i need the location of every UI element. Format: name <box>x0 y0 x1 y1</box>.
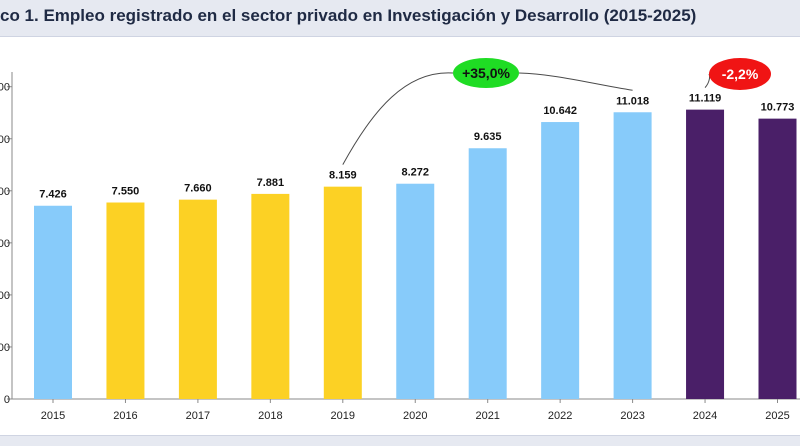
bar-2023 <box>613 112 652 399</box>
bar-2018 <box>251 193 290 399</box>
annotation-connector-right <box>518 72 633 91</box>
y-tick-label: 000 <box>0 186 10 198</box>
x-tick-label-2021: 2021 <box>475 410 499 422</box>
bottom-band <box>0 435 800 446</box>
annotation-connector-left <box>342 72 454 165</box>
data-label-2021: 9.635 <box>474 131 502 143</box>
annotation-connector-decrease <box>704 73 711 88</box>
x-tick-label-2018: 2018 <box>258 410 282 422</box>
x-tick-label-2020: 2020 <box>403 410 427 422</box>
y-tick-label: 000 <box>0 82 10 94</box>
data-label-2024: 11.119 <box>689 93 721 105</box>
chart-title: co 1. Empleo registrado en el sector pri… <box>0 6 697 25</box>
x-tick-label-2019: 2019 <box>331 410 355 422</box>
bar-2022 <box>541 122 580 400</box>
annotation-text-increase: +35,0% <box>462 65 510 81</box>
data-label-2020: 8.272 <box>401 167 429 179</box>
x-tick-label-2023: 2023 <box>620 410 644 422</box>
title-band: co 1. Empleo registrado en el sector pri… <box>0 0 800 37</box>
bar-2019 <box>323 186 362 399</box>
x-tick-label-2016: 2016 <box>113 410 137 422</box>
x-tick-label-2022: 2022 <box>548 410 572 422</box>
x-tick-label-2025: 2025 <box>765 410 789 422</box>
y-tick-label: 0 <box>4 394 10 406</box>
annotation-bubble-decrease <box>709 58 771 90</box>
y-tick-label: 000 <box>0 238 10 250</box>
bar-2016 <box>106 202 145 399</box>
bar-2020 <box>396 183 435 399</box>
bar-2021 <box>468 148 507 399</box>
y-tick-label: 000 <box>0 290 10 302</box>
data-label-2022: 10.642 <box>543 105 577 117</box>
bar-2024 <box>686 109 725 399</box>
data-label-2023: 11.018 <box>616 95 649 107</box>
bar-2015 <box>34 205 72 399</box>
x-tick-label-2017: 2017 <box>186 410 210 422</box>
annotation-text-decrease: -2,2% <box>722 66 759 82</box>
bar-2025 <box>758 118 797 399</box>
data-label-2017: 7.660 <box>184 183 212 195</box>
data-label-2015: 7.426 <box>39 189 67 201</box>
data-label-2016: 7.550 <box>112 186 140 198</box>
y-tick-label: 000 <box>0 342 10 354</box>
data-label-2018: 7.881 <box>257 177 285 189</box>
annotation-bubble-increase <box>453 58 519 88</box>
x-tick-label-2015: 2015 <box>41 410 65 422</box>
y-tick-label: 000 <box>0 134 10 146</box>
data-label-2025: 10.773 <box>761 102 795 114</box>
x-tick-label-2024: 2024 <box>693 410 717 422</box>
data-label-2019: 8.159 <box>329 170 357 182</box>
bar-2017 <box>178 199 217 399</box>
